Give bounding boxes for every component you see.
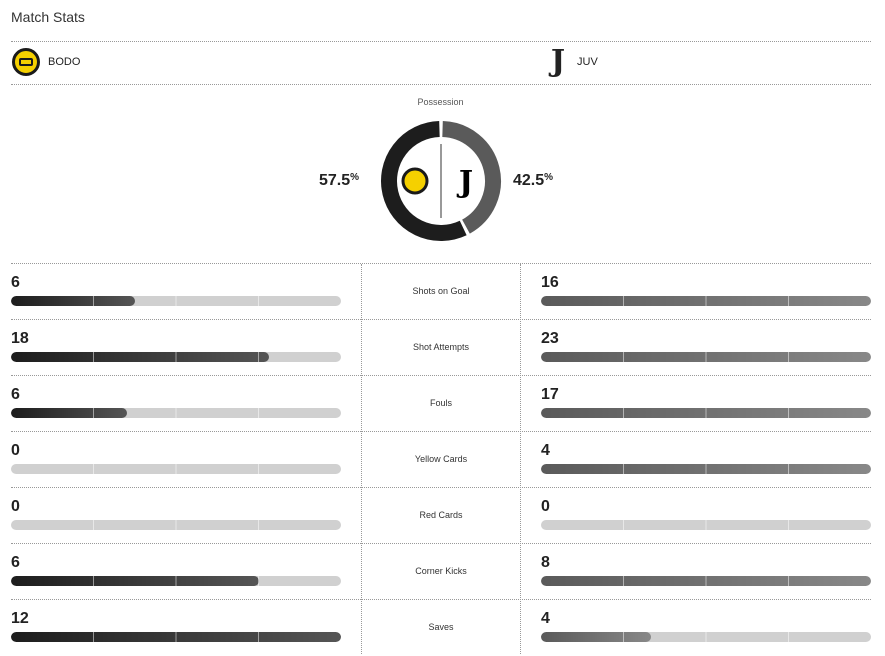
stat-row: 6 Shots on Goal 16 (0, 264, 885, 320)
home-team: BODO (12, 48, 80, 76)
home-possession: 57.5% (319, 172, 360, 189)
away-stat-value: 8 (541, 554, 550, 571)
away-stat-value: 0 (541, 498, 550, 515)
home-stat-bar (11, 632, 341, 642)
away-stat-value: 4 (541, 610, 550, 627)
stat-row: 6 Fouls 17 (0, 376, 885, 432)
juventus-logo-icon: J (456, 165, 473, 200)
home-stat-bar (11, 576, 341, 586)
bodo-logo-icon (401, 167, 429, 195)
possession-label: Possession (417, 97, 464, 107)
away-stat-bar (541, 296, 871, 306)
possession-donut: J (381, 121, 501, 241)
bodo-logo-icon (12, 48, 40, 76)
stat-row: 6 Corner Kicks 8 (0, 544, 885, 600)
stat-label: Shots on Goal (412, 286, 470, 296)
home-stat-value: 12 (11, 610, 29, 627)
home-stat-value: 0 (11, 498, 20, 515)
away-stat-bar (541, 520, 871, 530)
home-team-name: BODO (48, 56, 81, 68)
divider (11, 263, 871, 264)
section-title: Match Stats (11, 9, 85, 25)
home-possession-arc (381, 121, 467, 241)
home-stat-bar (11, 408, 341, 418)
home-stat-value: 18 (11, 330, 29, 347)
home-stat-value: 0 (11, 442, 20, 459)
divider (11, 375, 871, 376)
divider (11, 84, 871, 85)
home-stat-value: 6 (11, 554, 20, 571)
stat-row: 0 Yellow Cards 4 (0, 432, 885, 488)
divider (11, 599, 871, 600)
stat-label: Red Cards (419, 510, 463, 520)
home-stat-bar (11, 352, 341, 362)
stat-label: Yellow Cards (414, 454, 468, 464)
stat-row: 18 Shot Attempts 23 (0, 320, 885, 376)
home-stat-value: 6 (11, 274, 20, 291)
divider (11, 543, 871, 544)
away-stat-value: 23 (541, 330, 559, 347)
away-stat-bar (541, 576, 871, 586)
away-stat-value: 16 (541, 274, 559, 291)
away-stat-bar (541, 408, 871, 418)
away-possession-arc (441, 121, 501, 234)
stat-row: 0 Red Cards 0 (0, 488, 885, 544)
column-divider (520, 264, 521, 654)
juventus-logo-icon: J (550, 44, 566, 79)
away-possession: 42.5% (513, 172, 554, 189)
divider (11, 319, 871, 320)
column-divider (361, 264, 362, 654)
away-stat-bar (541, 352, 871, 362)
away-stat-bar (541, 632, 871, 642)
divider (11, 431, 871, 432)
away-team: J JUV (547, 44, 598, 79)
divider (11, 41, 871, 42)
divider (11, 487, 871, 488)
stat-label: Saves (428, 622, 454, 632)
stat-label: Corner Kicks (415, 566, 467, 576)
stat-label: Shot Attempts (412, 342, 470, 352)
home-stat-bar (11, 296, 341, 306)
stat-label: Fouls (429, 398, 452, 408)
home-stat-bar (11, 520, 341, 530)
stat-row: 12 Saves 4 (0, 600, 885, 656)
away-stat-bar (541, 464, 871, 474)
away-stat-value: 4 (541, 442, 550, 459)
home-stat-bar (11, 464, 341, 474)
away-team-name: JUV (577, 56, 598, 68)
home-stat-value: 6 (11, 386, 20, 403)
away-stat-value: 17 (541, 386, 559, 403)
